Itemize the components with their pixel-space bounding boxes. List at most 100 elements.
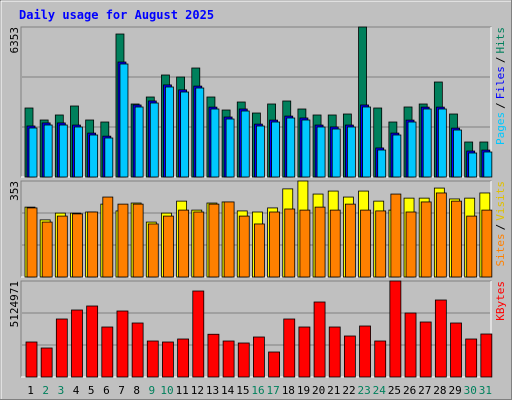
bar xyxy=(87,211,99,278)
bar xyxy=(254,223,265,278)
bar xyxy=(419,321,432,378)
bar xyxy=(392,134,402,178)
bar xyxy=(389,280,402,378)
x-tick-label: 27 xyxy=(418,384,431,397)
bar xyxy=(102,196,114,278)
bar xyxy=(119,63,129,178)
bar xyxy=(225,118,235,178)
x-tick-label: 24 xyxy=(373,384,387,397)
bar xyxy=(222,340,235,378)
bar xyxy=(89,134,99,178)
bar xyxy=(41,221,53,278)
x-tick-label: 9 xyxy=(149,384,156,397)
bar xyxy=(238,215,250,278)
bar xyxy=(134,106,144,178)
x-tick-label: 14 xyxy=(221,384,235,397)
bar xyxy=(101,326,114,378)
x-tick-label: 18 xyxy=(282,384,295,397)
x-tick-label: 7 xyxy=(118,384,125,397)
bar xyxy=(25,341,38,378)
bar xyxy=(374,340,387,378)
bar xyxy=(299,209,311,278)
bar xyxy=(180,91,190,178)
x-tick-label: 4 xyxy=(73,384,80,397)
x-tick-label: 28 xyxy=(433,384,446,397)
x-tick-label: 31 xyxy=(479,384,492,397)
bar xyxy=(104,137,114,178)
x-tick-label: 29 xyxy=(448,384,461,397)
x-tick-label: 1 xyxy=(27,384,34,397)
bar xyxy=(360,209,371,278)
legend-entry: KBytes xyxy=(494,281,507,321)
bar xyxy=(437,108,447,178)
bar xyxy=(256,125,265,178)
legend-entry: Sites xyxy=(494,233,507,266)
x-tick-label: 13 xyxy=(206,384,219,397)
bar xyxy=(346,126,356,178)
bar xyxy=(240,110,250,178)
x-tick-label: 22 xyxy=(342,384,355,397)
legend-entry: Pages xyxy=(494,112,507,145)
bar xyxy=(435,192,447,278)
bar xyxy=(146,340,159,378)
bar xyxy=(131,322,144,378)
bar xyxy=(420,201,432,278)
bar xyxy=(404,312,417,378)
x-tick-label: 17 xyxy=(267,384,280,397)
bar xyxy=(178,209,190,278)
x-tick-label: 21 xyxy=(327,384,340,397)
bar xyxy=(271,121,280,178)
bar xyxy=(450,322,462,378)
x-tick-label: 10 xyxy=(160,384,173,397)
bar xyxy=(328,326,341,378)
x-tick-label: 6 xyxy=(103,384,110,397)
bar xyxy=(132,203,144,278)
legend-separator: / xyxy=(494,102,507,109)
bar xyxy=(147,223,159,278)
y-tick-label: 5124971 xyxy=(8,281,21,327)
bar xyxy=(316,126,326,178)
bar xyxy=(298,326,311,378)
bar xyxy=(195,87,205,178)
y-tick-label: 6353 xyxy=(8,27,21,54)
x-tick-label: 20 xyxy=(312,384,325,397)
bar xyxy=(207,333,220,378)
bar xyxy=(390,193,402,278)
bar xyxy=(71,309,83,378)
bar xyxy=(40,347,53,378)
bar xyxy=(192,290,205,378)
bar xyxy=(331,128,341,178)
bar xyxy=(55,318,68,378)
bar xyxy=(116,310,129,378)
bar xyxy=(208,203,220,278)
bar xyxy=(162,341,174,378)
bar xyxy=(58,124,68,178)
bar xyxy=(466,215,478,278)
bar xyxy=(481,209,493,278)
legend-entry: Files xyxy=(494,66,507,99)
x-tick-label: 26 xyxy=(403,384,416,397)
bar xyxy=(405,211,417,278)
bar xyxy=(223,201,235,278)
x-tick-label: 8 xyxy=(133,384,140,397)
legend: Sites / Visits xyxy=(494,181,507,267)
bar xyxy=(480,333,493,378)
bar xyxy=(468,152,478,178)
x-tick-label: 5 xyxy=(88,384,95,397)
bar xyxy=(86,305,99,378)
bar xyxy=(149,102,159,178)
x-tick-label: 15 xyxy=(236,384,249,397)
x-tick-label: 11 xyxy=(176,384,189,397)
legend: Pages / Files / Hits xyxy=(494,27,507,145)
x-tick-label: 23 xyxy=(358,384,371,397)
bar xyxy=(434,299,447,378)
bar xyxy=(344,203,356,278)
bar xyxy=(117,203,129,278)
bar xyxy=(284,208,296,278)
x-tick-label: 2 xyxy=(42,384,49,397)
bar xyxy=(375,210,387,278)
legend-entry: Hits xyxy=(494,27,507,54)
bar xyxy=(237,342,250,378)
